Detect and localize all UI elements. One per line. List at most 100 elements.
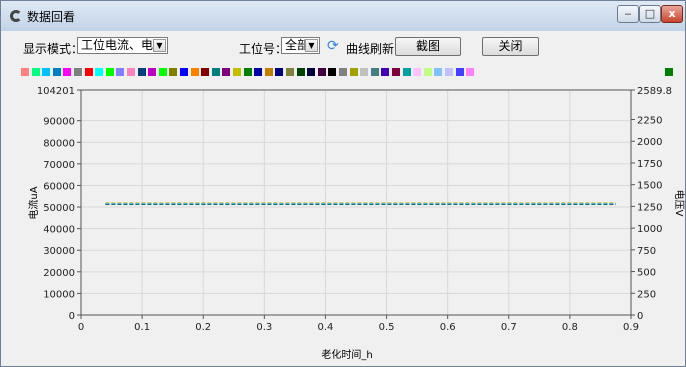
close-window-button[interactable]: x [661,5,683,23]
series-color-swatch [190,68,199,76]
y-tick-label: 30000 [43,246,75,257]
series-color-swatch [307,68,316,76]
x-axis-ticks: 0 0.1 0.2 0.3 0.4 0.5 0.6 0.7 0.8 0.9 [78,315,639,333]
y-tick-label: 90000 [43,117,75,128]
station-label: 工位号： [239,42,288,56]
y-tick-label: 50000 [43,203,75,214]
y2-tick-label: 1750 [637,159,662,170]
screenshot-button[interactable]: 截图 [395,37,461,56]
series-color-swatch [423,68,432,76]
series-color-swatch [21,68,29,76]
series-color-swatch [74,68,82,76]
y-tick-label: 80000 [43,138,75,149]
series-color-swatch [148,68,157,76]
series-color-swatch [434,68,443,76]
series-lines [105,202,616,206]
x-tick-label: 0.7 [501,322,517,333]
series-color-swatch [180,68,188,76]
close-button[interactable]: 关闭 [482,37,539,56]
y-tick-label: 60000 [43,181,75,192]
series-color-swatch [169,68,178,76]
y-tick-label: 40000 [43,225,75,236]
x-tick-label: 0.2 [195,322,211,333]
series-color-swatch [84,68,93,76]
display-mode-value: 工位电流、电压 [81,38,166,52]
series-color-swatch [233,68,241,76]
y-tick-label: 70000 [43,160,75,171]
series-color-swatch [105,68,114,76]
refresh-curve-label[interactable]: 曲线刷新 [346,42,395,56]
series-color-swatch [445,68,453,76]
plot-frame [80,89,632,316]
y2-tick-label: 2000 [637,137,662,148]
y2-tick-label: 0 [637,311,643,322]
series-color-swatch [339,68,347,76]
series-color-swatch [63,68,72,76]
series-color-swatch [254,68,263,76]
series-color-swatch [201,68,210,76]
refresh-icon[interactable]: ⟳ [327,38,339,54]
series-color-swatch [370,68,379,76]
chevron-down-icon[interactable]: ▼ [153,39,166,52]
y-tick-label: 10000 [43,289,75,300]
y2-tick-label: 1000 [637,224,662,235]
x-tick-label: 0.9 [623,322,639,333]
series-color-swatch [52,68,61,76]
chevron-down-icon[interactable]: ▼ [305,39,318,52]
grid-lines [80,89,632,316]
station-select[interactable]: 全部 ▼ [281,37,320,54]
y-tick-label: 0 [69,311,75,322]
y-tick-label: 20000 [43,268,75,279]
series-color-swatch [158,68,167,76]
y2-axis-label: 电压V [673,190,685,217]
app-logo-icon [10,10,22,22]
series-color-swatch [211,68,220,76]
series-color-swatch [328,68,337,76]
station-value: 全部 [285,38,310,52]
current-voltage-chart: 0 0.1 0.2 0.3 0.4 0.5 0.6 0.7 0.8 0.9 01000020000… [27,86,685,361]
series-color-swatch [392,68,400,76]
x-tick-label: 0.1 [134,322,150,333]
x-tick-label: 0.4 [317,322,333,333]
y-axis-label: 电流uA [27,186,40,219]
series-color-swatch [127,68,135,76]
series-color-swatch [286,68,294,76]
series-color-swatch [381,68,390,76]
legend-end-swatch [665,68,673,76]
y2-tick-label: 750 [637,246,656,257]
x-axis-label: 老化时间_h [321,348,372,361]
y-tick-label: 104201 [37,86,75,97]
display-mode-label: 显示模式： [23,42,84,56]
y2-tick-label: 250 [637,289,656,300]
y2-tick-label: 2589.8 [637,86,672,97]
minimize-button[interactable]: ‒ [617,5,639,23]
series-color-swatch [455,68,464,76]
series-color-swatch [42,68,51,76]
series-color-swatch [466,68,475,76]
series-color-swatch [95,68,104,76]
series-color-swatch [402,68,411,76]
y-axis-ticks: 0 10000 20000 30000 40000 50000 60000 70000 8000… [37,86,81,322]
series-color-swatch [137,68,146,76]
series-color-swatch [413,68,422,76]
y2-tick-label: 2250 [637,116,662,127]
y2-tick-label: 1500 [637,181,662,192]
display-mode-select[interactable]: 工位电流、电压 ▼ [77,37,168,54]
y2-tick-label: 500 [637,268,656,279]
x-tick-label: 0.5 [379,322,395,333]
series-color-swatch [275,68,284,76]
maximize-button[interactable]: □ [639,5,661,23]
x-tick-label: 0 [78,322,84,333]
series-color-swatch [317,68,326,76]
series-color-swatch [296,68,305,76]
series-color-swatch [116,68,125,76]
series-color-swatch [243,68,252,76]
x-tick-label: 0.8 [562,322,578,333]
title-bar[interactable]: 数据回看 ‒ □ x [1,1,685,31]
series-color-swatch [264,68,273,76]
series-color-swatch [349,68,358,76]
toolbar: 显示模式： 工位电流、电压 ▼ 工位号： 全部 ▼ ⟳ 曲线刷新 截图 关闭 [1,31,685,61]
series-color-swatch [31,68,40,76]
window-title: 数据回看 [27,10,76,24]
